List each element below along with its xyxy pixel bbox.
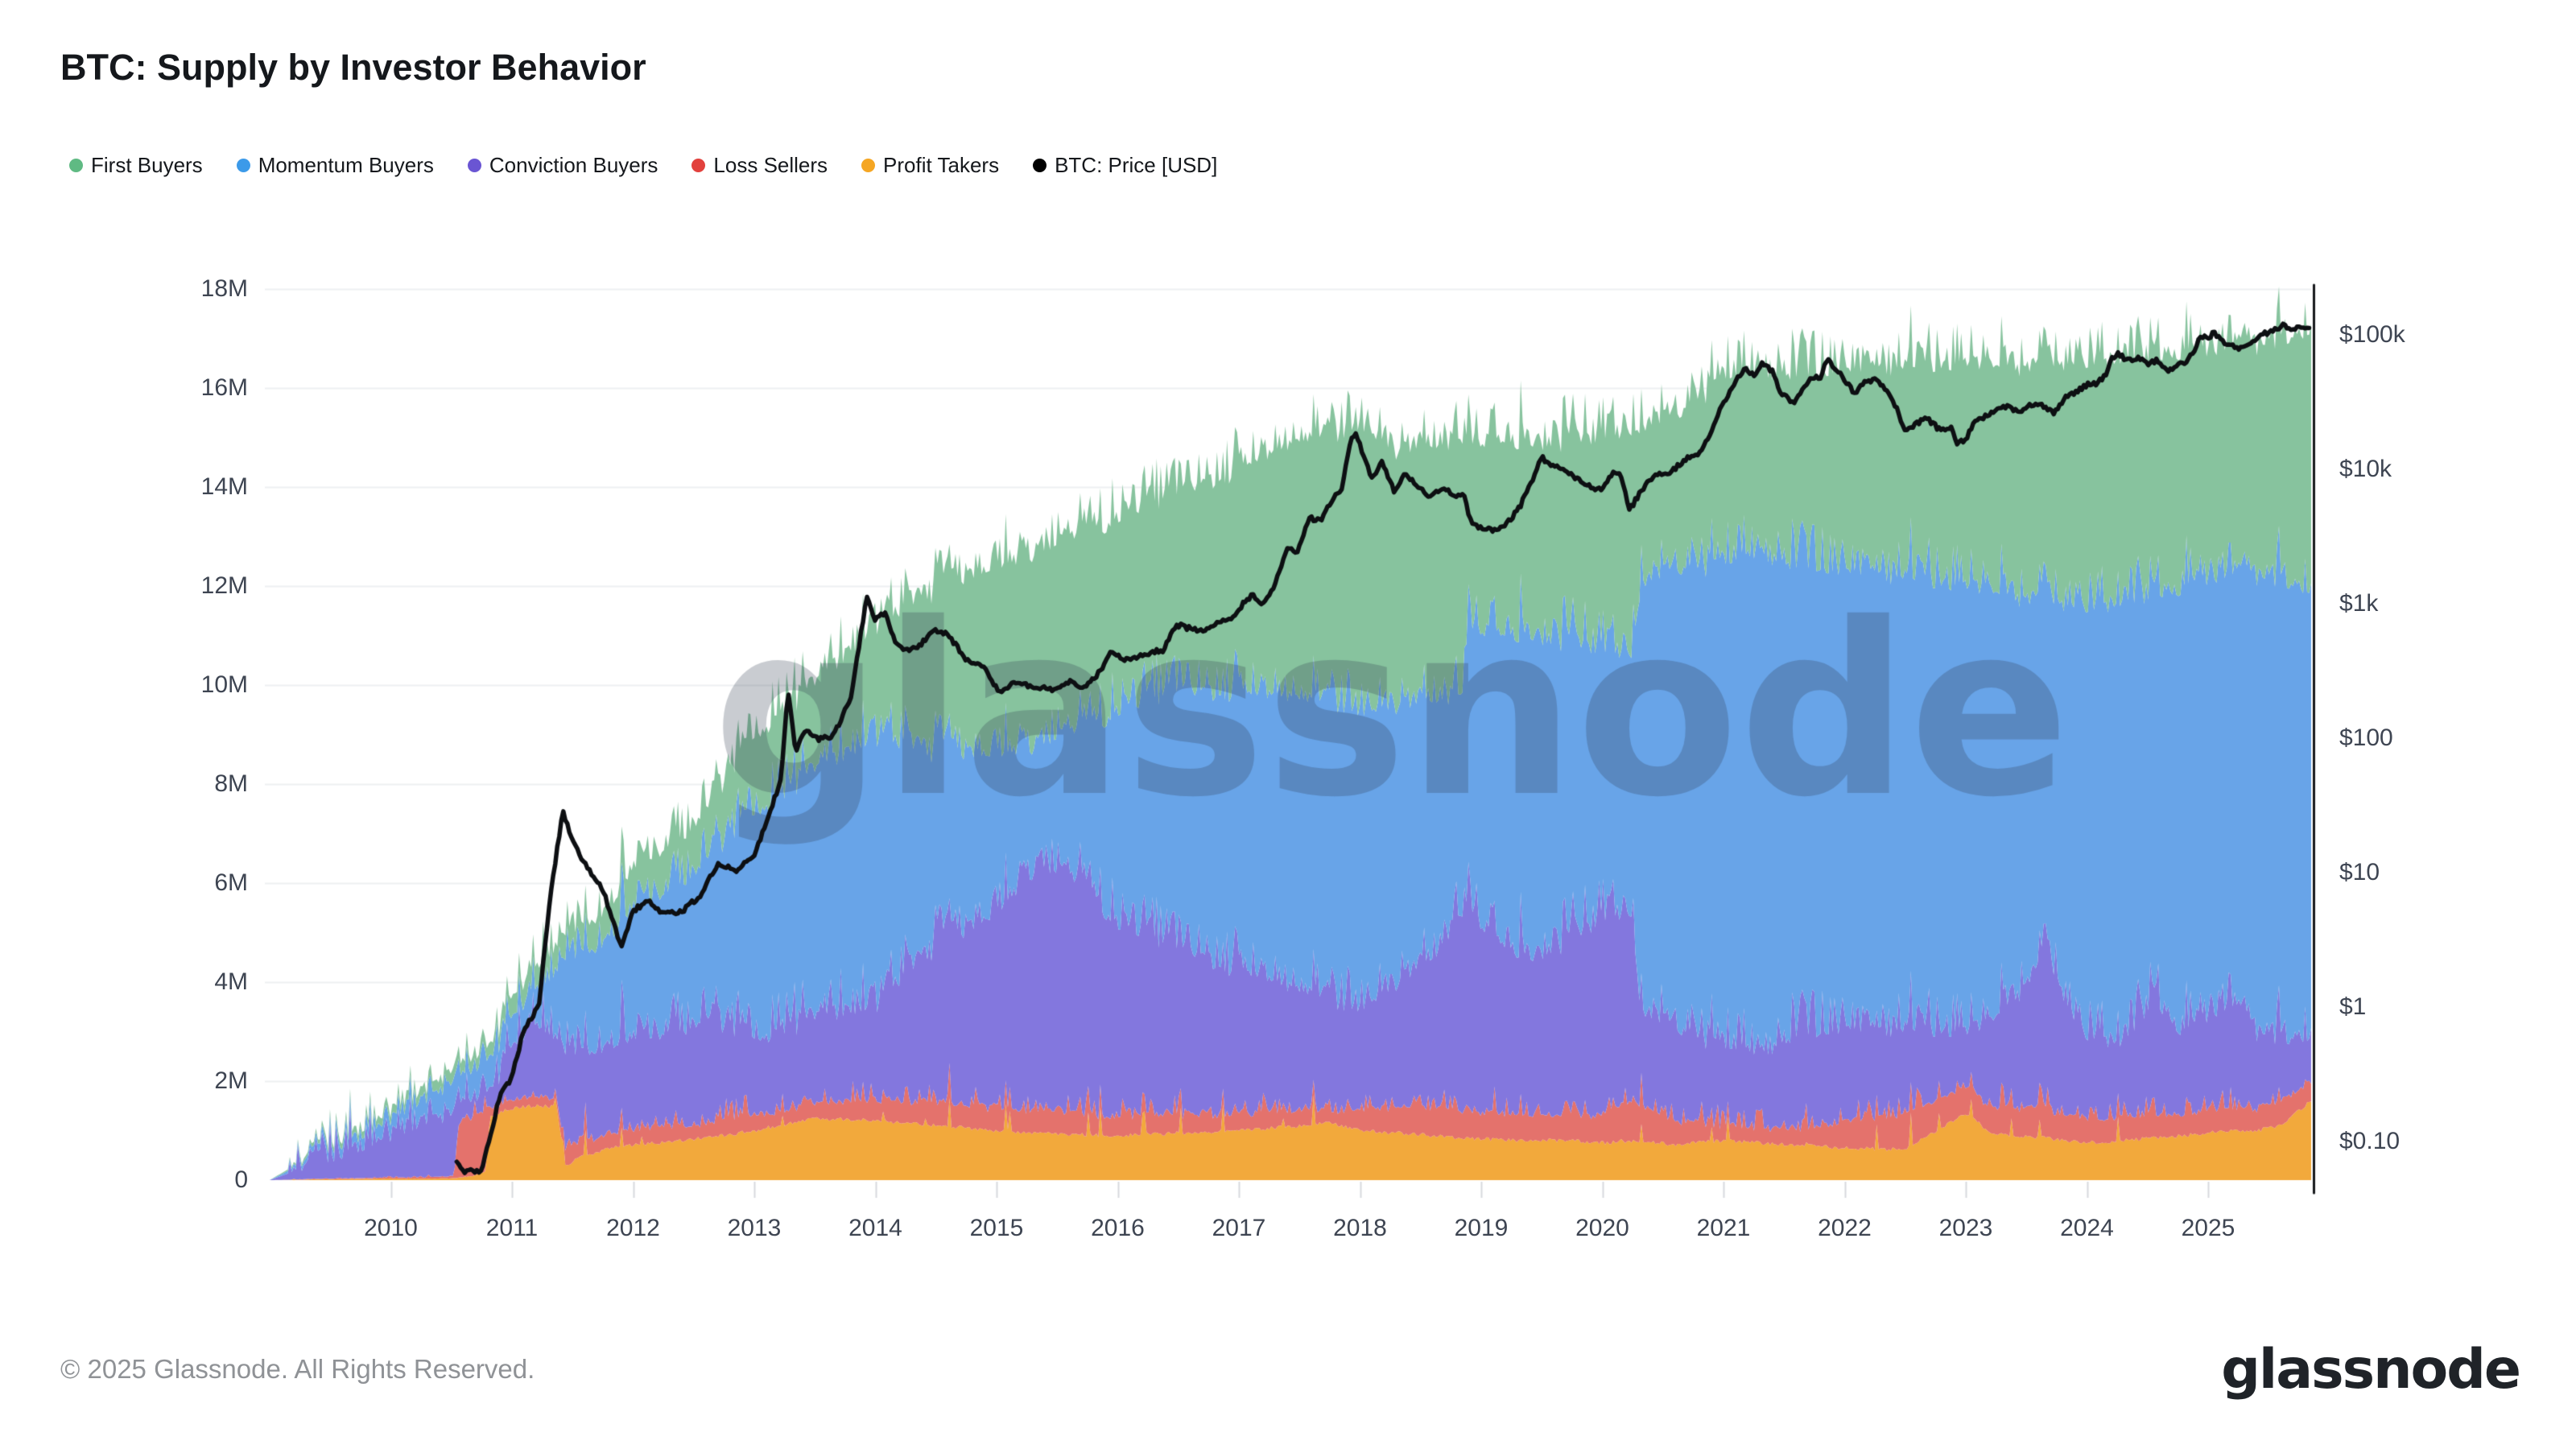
legend-label: Momentum Buyers [258, 153, 434, 177]
legend-item-loss-sellers[interactable]: Loss Sellers [691, 153, 828, 178]
legend-item-momentum-buyers[interactable]: Momentum Buyers [236, 153, 434, 178]
y-left-tick-label: 4M [214, 968, 248, 995]
legend-item-conviction-buyers[interactable]: Conviction Buyers [467, 153, 658, 178]
y-left-tick-label: 10M [200, 671, 248, 698]
x-axis-tick-label: 2019 [1454, 1215, 1509, 1241]
x-axis-tick-label: 2017 [1212, 1215, 1266, 1241]
y-left-tick-label: 14M [200, 473, 248, 500]
x-axis-tick-label: 2025 [2181, 1215, 2235, 1241]
x-axis-tick-label: 2021 [1696, 1215, 1751, 1241]
x-axis-tick-label: 2013 [727, 1215, 782, 1241]
legend-item-profit-takers[interactable]: Profit Takers [861, 153, 999, 178]
y-right-tick-label: $10 [2339, 859, 2380, 886]
x-axis-tick-label: 2014 [848, 1215, 902, 1241]
legend-label: First Buyers [91, 153, 203, 177]
legend-dot-icon [1033, 159, 1047, 172]
legend-item-first-buyers[interactable]: First Buyers [69, 153, 203, 178]
x-axis-tick-label: 2011 [485, 1215, 539, 1241]
legend-label: Loss Sellers [713, 153, 828, 177]
y-right-tick-label: $10k [2339, 456, 2392, 482]
y-right-tick-label: $100 [2339, 724, 2393, 751]
y-left-tick-label: 2M [214, 1067, 248, 1094]
legend-dot-icon [861, 159, 876, 172]
x-axis-tick-label: 2024 [2060, 1215, 2114, 1241]
legend-label: Conviction Buyers [489, 153, 658, 177]
x-axis-tick-label: 2018 [1333, 1215, 1387, 1241]
legend-dot-icon [69, 159, 83, 172]
x-axis-tick-label: 2015 [969, 1215, 1024, 1241]
y-right-tick-label: $100k [2339, 321, 2405, 348]
chart-legend: First Buyers Momentum Buyers Conviction Bu… [69, 153, 1217, 178]
y-left-tick-label: 0 [234, 1166, 248, 1193]
x-axis-tick-label: 2012 [606, 1215, 660, 1241]
legend-dot-icon [467, 159, 481, 172]
copyright-text: © 2025 Glassnode. All Rights Reserved. [60, 1354, 535, 1384]
x-axis-tick-label: 2010 [364, 1215, 418, 1241]
y-right-tick-label: $1k [2339, 590, 2379, 617]
glassnode-logo: glassnode [2221, 1338, 2521, 1402]
y-left-tick-label: 16M [200, 374, 248, 401]
x-axis-tick-label: 2023 [1938, 1215, 1993, 1241]
x-axis-tick-label: 2016 [1091, 1215, 1145, 1241]
legend-item-btc-price-usd-[interactable]: BTC: Price [USD] [1033, 153, 1217, 178]
y-left-tick-label: 6M [214, 869, 248, 896]
legend-dot-icon [236, 159, 250, 172]
legend-label: BTC: Price [USD] [1055, 153, 1218, 177]
legend-dot-icon [691, 159, 706, 172]
y-left-tick-label: 12M [200, 572, 248, 599]
legend-label: Profit Takers [883, 153, 1000, 177]
x-axis-tick-label: 2020 [1575, 1215, 1629, 1241]
x-axis-tick-label: 2022 [1818, 1215, 1872, 1241]
y-left-tick-label: 8M [214, 770, 248, 797]
page-title: BTC: Supply by Investor Behavior [60, 47, 646, 88]
y-left-tick-label: 18M [200, 275, 248, 302]
y-right-tick-label: $0.10 [2339, 1128, 2401, 1154]
y-right-tick-label: $1 [2339, 993, 2367, 1020]
